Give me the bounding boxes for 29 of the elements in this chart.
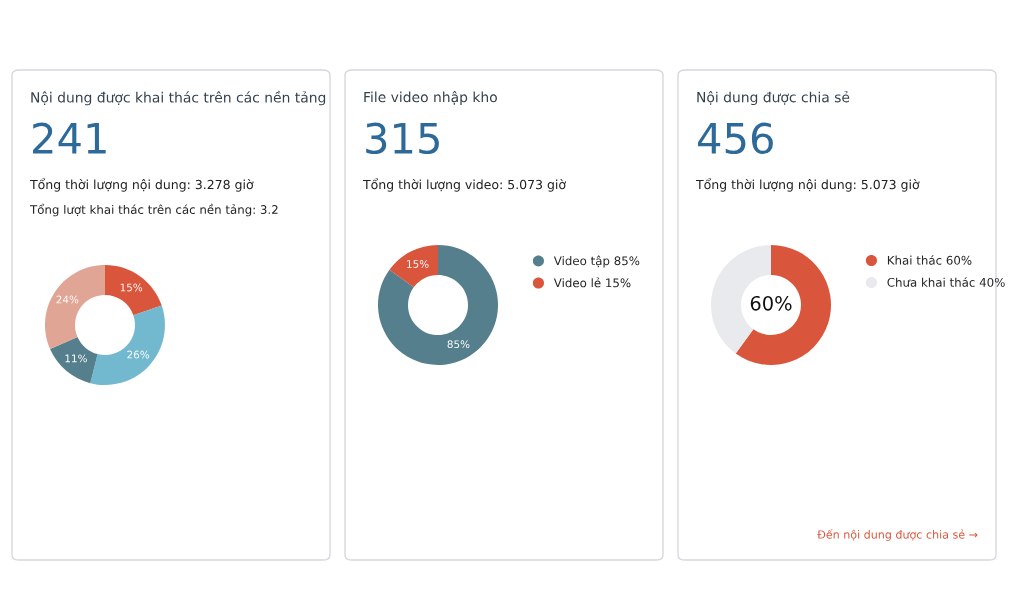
legend-label: Video lẻ 15% xyxy=(553,277,631,288)
legend-label: Khai thác 60% xyxy=(887,255,972,265)
chart-title: Nội dung được khai thác trên các nền tảng xyxy=(31,90,326,106)
legend-label: Video tập 85% xyxy=(553,255,640,268)
text: 60% xyxy=(750,295,792,311)
data-label: 85% xyxy=(447,340,470,349)
data-label: 26% xyxy=(127,350,150,359)
chart-subtitle: Tổng thời lượng nội dung: 5.073 giờ xyxy=(695,178,920,192)
donut-slice xyxy=(90,305,165,385)
chart-title: Nội dung được chia sẻ xyxy=(697,90,850,106)
data-label: 24% xyxy=(56,295,79,304)
donut-slice xyxy=(50,337,98,384)
chart-title: File video nhập kho xyxy=(364,91,497,105)
text: Đến nội dung được chia sẻ → xyxy=(817,529,978,541)
chart-subtitle: Tổng thời lượng video: 5.073 giờ xyxy=(362,178,566,192)
donut-slice xyxy=(45,265,105,350)
text: 315 xyxy=(366,122,439,155)
text: 241 xyxy=(33,122,106,154)
donut-slice xyxy=(105,265,162,316)
donut-slice xyxy=(378,245,498,365)
text: Tổng lượt khai thác trên các nền tảng: 3.2 xyxy=(29,203,278,217)
chart-subtitle: Tổng thời lượng nội dung: 3.278 giờ xyxy=(29,178,254,192)
legend-label: Chưa khai thác 40% xyxy=(887,277,1005,287)
data-label: 15% xyxy=(120,283,143,292)
data-label: 11% xyxy=(65,354,87,363)
donut-slice xyxy=(389,245,438,288)
donut-slice xyxy=(735,245,831,365)
data-label: 15% xyxy=(407,260,429,268)
text: 456 xyxy=(698,122,773,155)
